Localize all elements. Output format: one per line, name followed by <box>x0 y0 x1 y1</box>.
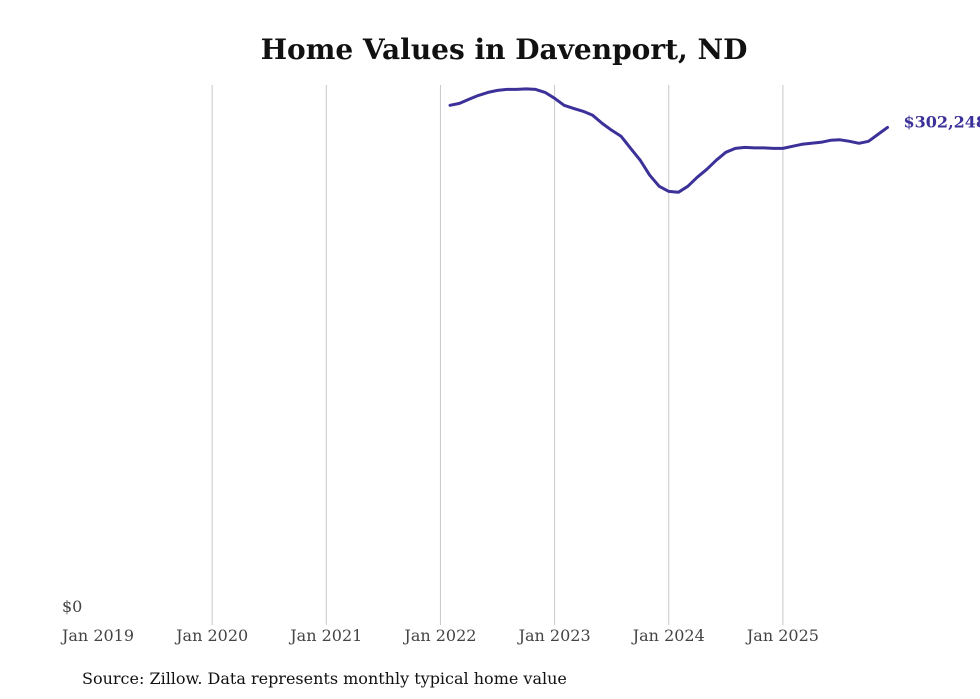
gridlines <box>211 85 784 625</box>
x-tick-label: Jan 2024 <box>631 626 705 645</box>
y-tick-label-0: $0 <box>62 597 82 616</box>
x-tick-label: Jan 2021 <box>288 626 362 645</box>
series-line <box>448 87 889 194</box>
x-tick-label: Jan 2019 <box>60 626 134 645</box>
end-value-label: $302,248 <box>904 112 980 131</box>
source-note: Source: Zillow. Data represents monthly … <box>82 669 567 688</box>
chart-title: Home Values in Davenport, ND <box>261 33 748 66</box>
x-axis-ticks: Jan 2019 Jan 2020 Jan 2021 Jan 2022 Jan 2023… <box>60 626 819 645</box>
x-tick-label: Jan 2023 <box>517 626 591 645</box>
x-tick-label: Jan 2020 <box>174 626 248 645</box>
x-tick-label: Jan 2022 <box>402 626 476 645</box>
x-tick-label: Jan 2025 <box>745 626 819 645</box>
